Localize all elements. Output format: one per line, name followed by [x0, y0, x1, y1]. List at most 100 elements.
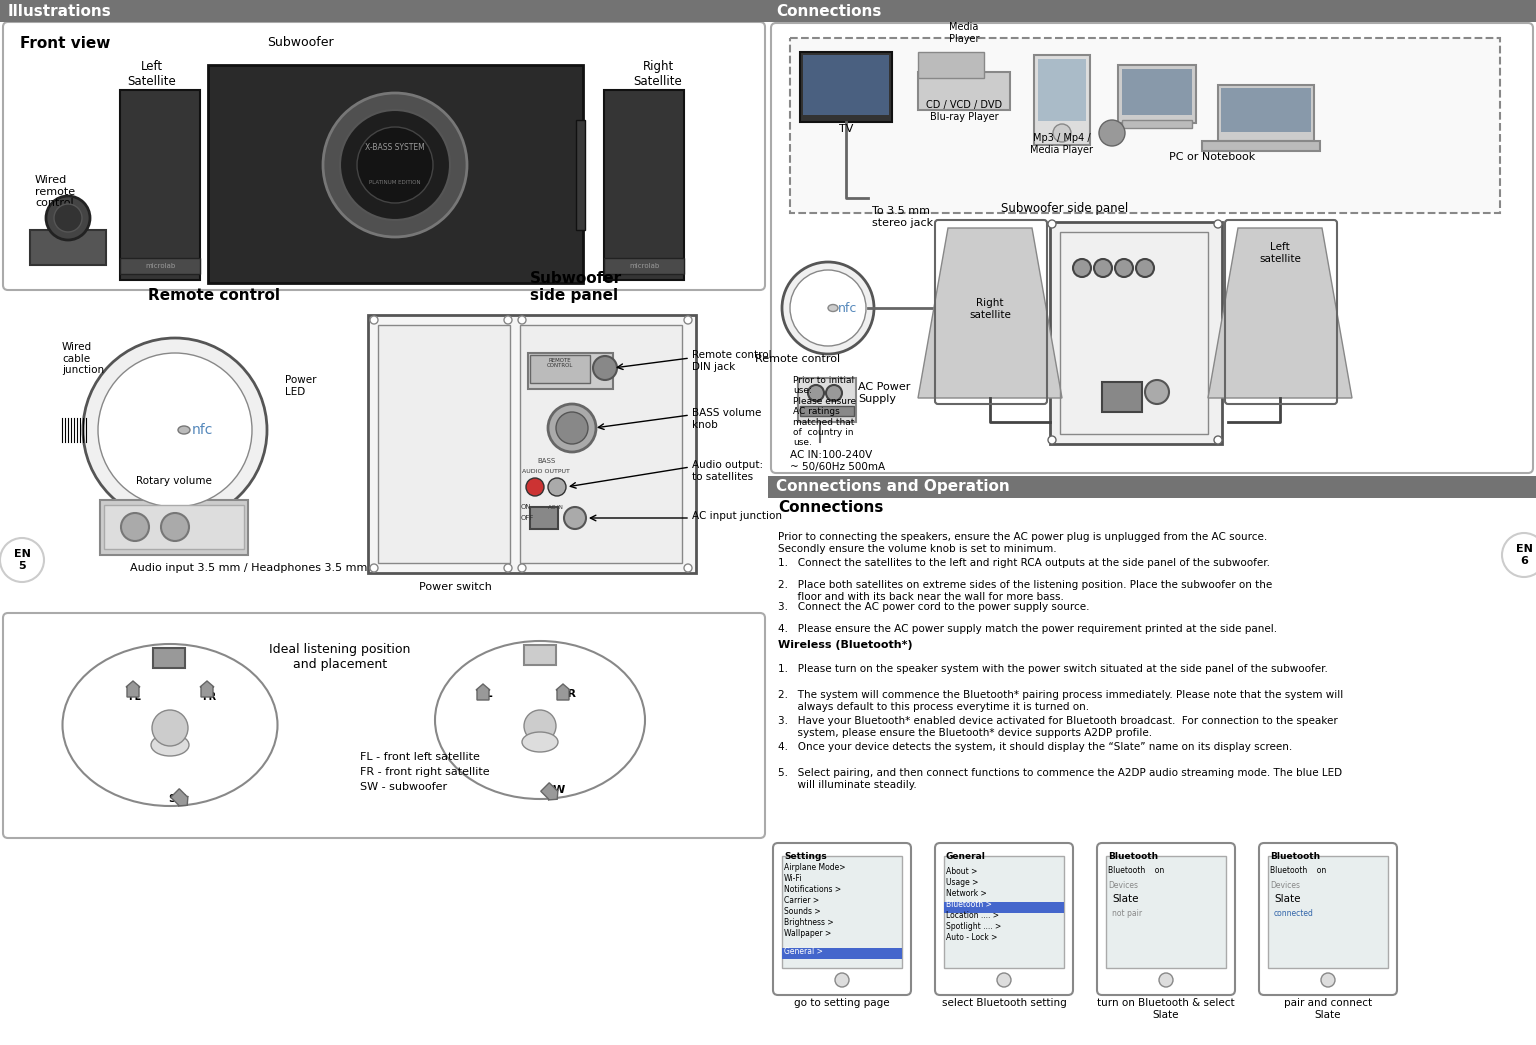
Bar	[790, 38, 1501, 213]
Circle shape	[518, 316, 525, 324]
Bar	[120, 258, 200, 274]
Circle shape	[46, 196, 91, 240]
FancyBboxPatch shape	[1260, 843, 1398, 995]
Circle shape	[54, 204, 81, 232]
Text: Media
Player: Media Player	[949, 22, 980, 44]
Bar	[0, 0, 768, 22]
Bar	[919, 72, 1011, 110]
Circle shape	[152, 710, 187, 746]
Text: Wired
cable
junction: Wired cable junction	[61, 342, 104, 375]
Bar	[524, 645, 556, 665]
Ellipse shape	[178, 426, 190, 434]
Polygon shape	[919, 228, 1061, 398]
Circle shape	[1054, 124, 1071, 142]
Text: Usage >: Usage >	[946, 878, 978, 887]
Bar	[945, 856, 1064, 968]
Text: SW - subwoofer: SW - subwoofer	[359, 782, 447, 792]
Text: Bluetooth    on: Bluetooth on	[1107, 866, 1164, 875]
Text: AC IN:100-240V
~ 50/60Hz 500mA: AC IN:100-240V ~ 50/60Hz 500mA	[790, 450, 885, 471]
Text: Prior to initial
use:
Please ensure
AC ratings
matched that
of  country in
use.: Prior to initial use: Please ensure AC r…	[793, 376, 856, 447]
Bar	[521, 325, 682, 563]
Circle shape	[593, 356, 617, 380]
Bar	[799, 378, 856, 422]
Text: TV: TV	[839, 124, 852, 134]
Text: 3.   Have your Bluetooth* enabled device activated for Bluetooth broadcast.  For: 3. Have your Bluetooth* enabled device a…	[779, 716, 1338, 738]
Circle shape	[1098, 120, 1124, 146]
Bar	[1101, 382, 1141, 412]
Text: PLATINUM EDITION: PLATINUM EDITION	[369, 181, 421, 186]
Bar	[1221, 88, 1312, 132]
Text: REMOTE
CONTROL: REMOTE CONTROL	[547, 357, 573, 369]
Text: Brightness >: Brightness >	[783, 918, 834, 927]
Text: X-BASS SYSTEM: X-BASS SYSTEM	[366, 143, 425, 153]
Bar	[1269, 856, 1389, 968]
Text: Power switch: Power switch	[419, 582, 492, 593]
Text: Bluetooth >: Bluetooth >	[946, 900, 992, 909]
Text: FR: FR	[203, 692, 217, 702]
Text: Remote control: Remote control	[756, 354, 840, 364]
FancyArrow shape	[476, 684, 490, 700]
Text: Subwoofer: Subwoofer	[267, 36, 333, 49]
Circle shape	[564, 507, 587, 529]
Bar	[154, 648, 184, 668]
Text: General: General	[946, 852, 986, 861]
Text: Wallpaper >: Wallpaper >	[783, 929, 831, 938]
Text: EN
5: EN 5	[14, 550, 31, 571]
Text: Bluetooth: Bluetooth	[1270, 852, 1319, 861]
Circle shape	[518, 564, 525, 572]
Text: General >: General >	[783, 947, 823, 956]
Circle shape	[1094, 259, 1112, 277]
Text: EN
6: EN 6	[1516, 544, 1533, 565]
Text: Left
satellite: Left satellite	[1260, 242, 1301, 264]
Ellipse shape	[151, 734, 189, 756]
Text: AUDIO OUTPUT: AUDIO OUTPUT	[522, 469, 570, 474]
Circle shape	[524, 710, 556, 742]
Text: Wired
remote
control: Wired remote control	[35, 175, 75, 208]
FancyArrow shape	[556, 684, 570, 700]
Text: Auto - Lock >: Auto - Lock >	[946, 933, 997, 942]
Ellipse shape	[63, 644, 278, 806]
Text: Spotlight .... >: Spotlight .... >	[946, 922, 1001, 931]
Text: go to setting page: go to setting page	[794, 998, 889, 1008]
Text: Illustrations: Illustrations	[8, 3, 112, 19]
Text: microlab: microlab	[628, 263, 659, 269]
Text: Sounds >: Sounds >	[783, 907, 820, 916]
Text: 2.   The system will commence the Bluetooth* pairing process immediately. Please: 2. The system will commence the Bluetoot…	[779, 690, 1344, 712]
Text: Location .... >: Location .... >	[946, 911, 998, 920]
Bar	[1203, 141, 1319, 150]
FancyBboxPatch shape	[935, 843, 1074, 995]
Circle shape	[1137, 259, 1154, 277]
Circle shape	[684, 564, 693, 572]
Text: About >: About >	[946, 867, 977, 876]
Circle shape	[1048, 220, 1057, 228]
Bar	[100, 500, 247, 555]
Text: Power
LED: Power LED	[286, 375, 316, 397]
Text: Devices: Devices	[1107, 881, 1138, 890]
Bar	[528, 353, 613, 389]
FancyArrow shape	[200, 681, 214, 697]
Text: Front view: Front view	[20, 36, 111, 51]
Bar	[1218, 85, 1313, 141]
Circle shape	[370, 316, 378, 324]
Circle shape	[808, 385, 823, 401]
Text: SW: SW	[167, 794, 186, 804]
Text: Ideal listening position
and placement: Ideal listening position and placement	[269, 643, 410, 671]
Circle shape	[782, 262, 874, 354]
Bar	[1034, 55, 1091, 145]
Text: connected: connected	[1273, 909, 1313, 918]
Text: Prior to connecting the speakers, ensure the AC power plug is unplugged from the: Prior to connecting the speakers, ensure…	[779, 532, 1267, 554]
Text: Connections: Connections	[779, 500, 883, 515]
Circle shape	[525, 478, 544, 496]
Text: Left
Satellite: Left Satellite	[127, 60, 177, 88]
Circle shape	[504, 564, 511, 572]
Bar	[378, 325, 510, 563]
Text: Remote control: Remote control	[147, 288, 280, 303]
Text: PC or Notebook: PC or Notebook	[1169, 152, 1255, 162]
Text: turn on Bluetooth & select
Slate: turn on Bluetooth & select Slate	[1097, 998, 1235, 1020]
Circle shape	[548, 478, 565, 496]
Text: Wi-Fi: Wi-Fi	[783, 874, 802, 883]
Circle shape	[1321, 973, 1335, 986]
Text: Network >: Network >	[946, 889, 986, 898]
Bar	[782, 948, 902, 959]
Circle shape	[1213, 220, 1223, 228]
